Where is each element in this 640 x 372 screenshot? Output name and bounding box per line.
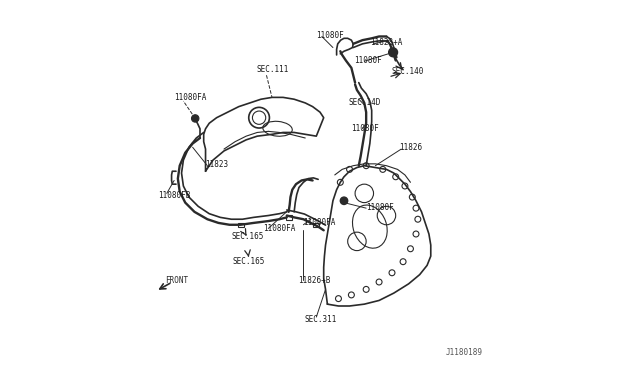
Text: SEC.311: SEC.311: [305, 315, 337, 324]
Text: 11080F: 11080F: [354, 56, 381, 65]
Text: 11823+A: 11823+A: [370, 38, 402, 47]
Bar: [285, 215, 292, 219]
Text: 11080FB: 11080FB: [158, 191, 191, 200]
Text: 11080F: 11080F: [316, 31, 344, 40]
Circle shape: [388, 48, 397, 57]
Text: 11080F: 11080F: [366, 202, 394, 212]
Bar: [314, 222, 319, 227]
Text: SEC.14D: SEC.14D: [349, 98, 381, 107]
Text: SEC.165: SEC.165: [232, 232, 264, 241]
Text: SEC.111: SEC.111: [257, 65, 289, 74]
Text: SEC.140: SEC.140: [392, 67, 424, 76]
Text: FRONT: FRONT: [165, 276, 188, 285]
Text: 11826: 11826: [399, 143, 422, 152]
Text: 11080FA: 11080FA: [174, 93, 207, 102]
Text: 11080FA: 11080FA: [303, 218, 336, 227]
Bar: [237, 222, 244, 227]
Text: 11826+B: 11826+B: [298, 276, 330, 285]
Text: 11080FA: 11080FA: [263, 224, 295, 232]
Text: SEC.165: SEC.165: [232, 257, 264, 266]
Text: J1180189: J1180189: [445, 349, 483, 357]
Circle shape: [340, 197, 348, 205]
Text: 11823: 11823: [205, 160, 228, 170]
Circle shape: [191, 115, 199, 122]
Text: 11080F: 11080F: [351, 124, 378, 133]
